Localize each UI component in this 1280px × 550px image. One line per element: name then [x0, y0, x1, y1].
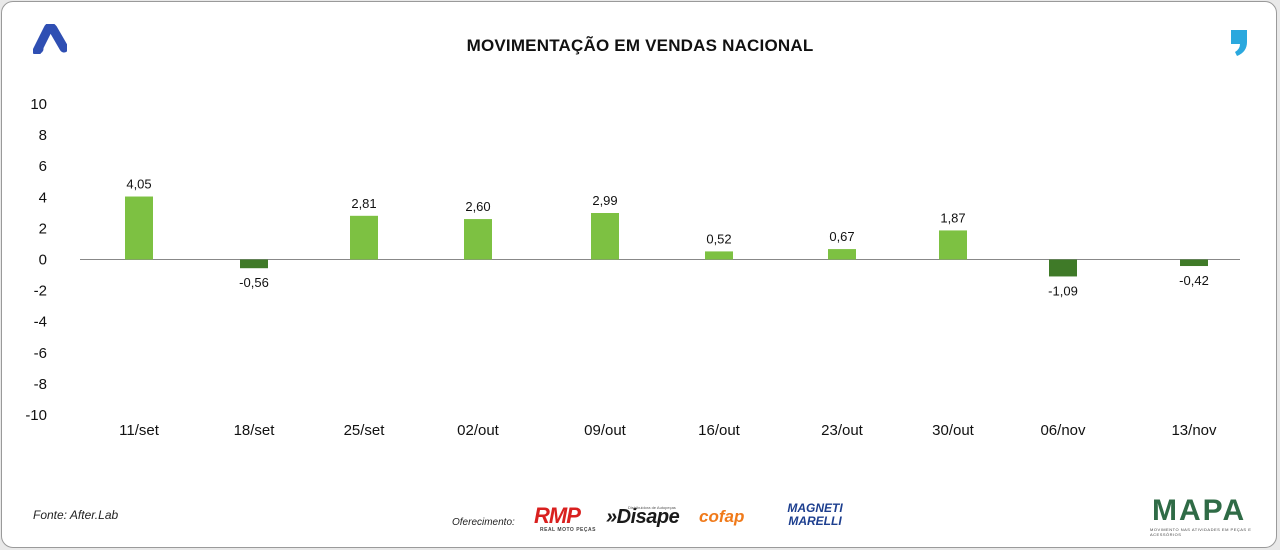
bar — [1180, 259, 1208, 267]
y-tick-label: -4 — [34, 314, 47, 331]
bar — [125, 196, 153, 260]
chart-title: MOVIMENTAÇÃO EM VENDAS NACIONAL — [466, 36, 814, 55]
x-tick-label: 18/set — [234, 422, 276, 439]
data-label: -0,56 — [239, 275, 269, 290]
data-label: 4,05 — [126, 177, 151, 192]
bar — [828, 249, 856, 260]
source-text: Fonte: After.Lab — [33, 508, 119, 522]
y-tick-label: -10 — [25, 407, 47, 424]
y-tick-label: 8 — [39, 127, 47, 144]
y-tick-label: -6 — [34, 345, 47, 362]
rmp-logo: RMP — [534, 503, 581, 528]
y-tick-label: -2 — [34, 283, 47, 300]
data-label: 1,87 — [940, 210, 965, 225]
data-label: 0,67 — [829, 229, 854, 244]
bar — [705, 251, 733, 260]
cofap-logo: cofap — [699, 507, 745, 526]
mapa-logo: MAPA — [1152, 494, 1247, 527]
data-label: 0,52 — [706, 231, 731, 246]
x-tick-label: 30/out — [932, 422, 975, 439]
disape-logo-sub: Distribuidora de Autopeças — [628, 505, 676, 510]
brand-a-icon — [32, 22, 69, 59]
x-tick-label: 16/out — [698, 422, 741, 439]
y-tick-label: 4 — [39, 189, 47, 206]
bar — [939, 230, 967, 260]
bar — [1049, 259, 1077, 277]
data-label: -1,09 — [1048, 283, 1078, 298]
data-label: 2,81 — [351, 196, 376, 211]
data-label: -0,42 — [1179, 273, 1209, 288]
y-tick-label: 6 — [39, 158, 47, 175]
bar — [591, 213, 619, 260]
bar — [350, 215, 378, 260]
x-tick-label: 13/nov — [1171, 422, 1217, 439]
x-tick-label: 23/out — [821, 422, 864, 439]
data-label: 2,60 — [465, 199, 490, 214]
data-label: 2,99 — [592, 193, 617, 208]
x-tick-label: 06/nov — [1040, 422, 1086, 439]
magneti-marelli-logo: MAGNETI MARELLI — [787, 501, 843, 528]
y-tick-label: 10 — [30, 96, 47, 113]
rmp-logo-sub: REAL MOTO PEÇAS — [540, 527, 596, 533]
x-tick-label: 02/out — [457, 422, 500, 439]
bar — [240, 259, 268, 269]
brand-quote-icon — [1228, 28, 1250, 63]
y-tick-label: 0 — [39, 252, 47, 269]
disape-logo: »Disape — [606, 506, 680, 528]
y-tick-label: -8 — [34, 376, 47, 393]
sponsor-label: Oferecimento: — [452, 517, 515, 528]
x-tick-label: 11/set — [119, 422, 160, 439]
x-tick-label: 09/out — [584, 422, 627, 439]
bar — [464, 219, 492, 260]
x-tick-label: 25/set — [344, 422, 386, 439]
y-tick-label: 2 — [39, 220, 47, 237]
mapa-logo-sub: MOVIMENTO NAS ATIVIDADES EM PEÇAS E ACES… — [1150, 527, 1252, 537]
